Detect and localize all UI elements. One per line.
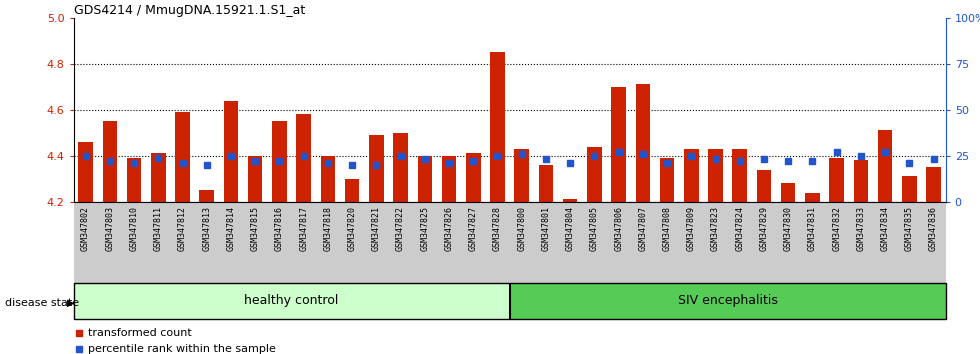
Bar: [151, 153, 166, 202]
Text: GSM347826: GSM347826: [445, 206, 454, 251]
Text: GSM347811: GSM347811: [154, 206, 163, 251]
Bar: [563, 199, 577, 202]
Text: GSM347820: GSM347820: [348, 206, 357, 251]
Text: GSM347833: GSM347833: [857, 206, 865, 251]
Bar: [902, 176, 916, 202]
Text: GSM347815: GSM347815: [251, 206, 260, 251]
Bar: [466, 153, 480, 202]
Text: disease state: disease state: [5, 298, 79, 308]
Text: GSM347814: GSM347814: [226, 206, 235, 251]
Text: GSM347807: GSM347807: [638, 206, 648, 251]
Bar: [490, 52, 505, 202]
Bar: [345, 179, 360, 202]
Bar: [126, 158, 141, 202]
Text: GSM347829: GSM347829: [760, 206, 768, 251]
Text: GSM347834: GSM347834: [881, 206, 890, 251]
Bar: [636, 84, 650, 202]
Bar: [709, 149, 723, 202]
Bar: [587, 147, 602, 202]
Bar: [296, 114, 311, 202]
Bar: [175, 112, 190, 202]
Bar: [539, 165, 553, 202]
Bar: [854, 160, 868, 202]
Text: GSM347825: GSM347825: [420, 206, 429, 251]
Bar: [417, 156, 432, 202]
Bar: [732, 149, 747, 202]
Text: percentile rank within the sample: percentile rank within the sample: [88, 344, 276, 354]
Bar: [393, 133, 408, 202]
Text: GSM347830: GSM347830: [784, 206, 793, 251]
Text: GSM347821: GSM347821: [371, 206, 381, 251]
Text: transformed count: transformed count: [88, 328, 192, 338]
Bar: [369, 135, 383, 202]
Text: GSM347802: GSM347802: [81, 206, 90, 251]
Text: GSM347806: GSM347806: [614, 206, 623, 251]
Bar: [272, 121, 287, 202]
Bar: [74, 283, 510, 319]
Bar: [223, 101, 238, 202]
Bar: [320, 156, 335, 202]
Bar: [684, 149, 699, 202]
Bar: [757, 170, 771, 202]
Bar: [442, 156, 457, 202]
Text: GSM347823: GSM347823: [711, 206, 720, 251]
Text: GDS4214 / MmugDNA.15921.1.S1_at: GDS4214 / MmugDNA.15921.1.S1_at: [74, 4, 305, 17]
Text: healthy control: healthy control: [244, 295, 339, 307]
Text: GSM347827: GSM347827: [468, 206, 478, 251]
Text: GSM347805: GSM347805: [590, 206, 599, 251]
Bar: [200, 190, 214, 202]
Bar: [926, 167, 941, 202]
Text: ▶: ▶: [67, 298, 74, 308]
Text: GSM347813: GSM347813: [202, 206, 212, 251]
Text: GSM347824: GSM347824: [735, 206, 744, 251]
Text: GSM347808: GSM347808: [662, 206, 671, 251]
Bar: [878, 130, 893, 202]
Text: GSM347832: GSM347832: [832, 206, 841, 251]
Text: GSM347803: GSM347803: [105, 206, 115, 251]
Bar: [248, 156, 263, 202]
Text: GSM347816: GSM347816: [275, 206, 284, 251]
Text: GSM347800: GSM347800: [517, 206, 526, 251]
Bar: [781, 183, 796, 202]
Text: GSM347812: GSM347812: [178, 206, 187, 251]
Text: GSM347822: GSM347822: [396, 206, 405, 251]
Text: SIV encephalitis: SIV encephalitis: [678, 295, 777, 307]
Text: GSM347818: GSM347818: [323, 206, 332, 251]
Text: GSM347804: GSM347804: [565, 206, 574, 251]
Bar: [103, 121, 117, 202]
Bar: [510, 283, 946, 319]
Bar: [514, 149, 529, 202]
Text: GSM347809: GSM347809: [687, 206, 696, 251]
Text: GSM347810: GSM347810: [129, 206, 138, 251]
Bar: [612, 87, 626, 202]
Bar: [78, 142, 93, 202]
Text: GSM347801: GSM347801: [541, 206, 551, 251]
Text: GSM347835: GSM347835: [905, 206, 914, 251]
Bar: [660, 158, 674, 202]
Text: GSM347817: GSM347817: [299, 206, 308, 251]
Text: GSM347828: GSM347828: [493, 206, 502, 251]
Text: GSM347831: GSM347831: [808, 206, 817, 251]
Bar: [829, 158, 844, 202]
Bar: [806, 193, 819, 202]
Text: GSM347836: GSM347836: [929, 206, 938, 251]
